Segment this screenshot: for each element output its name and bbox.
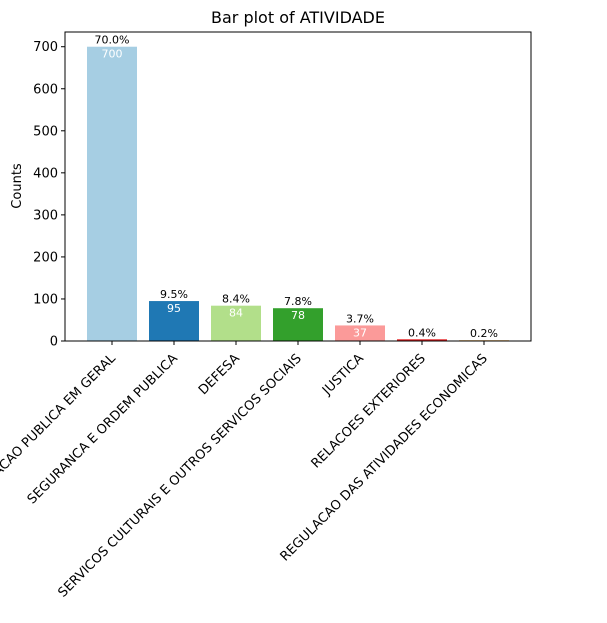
y-tick-label: 400 <box>33 166 58 181</box>
bars: 70.0%700 9.5%95 8.4%84 7.8%78 3.7%37 0.4% 0.2% <box>87 34 509 341</box>
y-tick-label: 600 <box>33 82 58 97</box>
percent-label: 3.7% <box>346 312 374 325</box>
value-label: 78 <box>291 309 305 322</box>
percent-label: 9.5% <box>160 288 188 301</box>
value-label: 84 <box>229 307 243 320</box>
percent-label: 0.2% <box>470 327 498 340</box>
bar <box>335 325 385 341</box>
x-axis: ADMINISTRACAO PUBLICA EM GERALSEGURANCA … <box>0 341 491 601</box>
y-tick-label: 300 <box>33 208 58 223</box>
y-axis: 0 100 200 300 400 500 600 700 <box>33 40 65 350</box>
x-tick-label: REGULACAO DAS ATIVIDADES ECONOMICAS <box>278 351 491 564</box>
x-tick-label: SERVICOS CULTURAIS E OUTROS SERVICOS SOC… <box>56 351 305 600</box>
y-tick-label: 700 <box>33 40 58 55</box>
bar <box>211 305 261 341</box>
plot-frame <box>64 31 532 342</box>
percent-label: 7.8% <box>284 295 312 308</box>
bar <box>273 308 323 341</box>
value-label: 95 <box>167 302 181 315</box>
y-tick-label: 500 <box>33 124 58 139</box>
value-label: 37 <box>353 326 367 339</box>
bar <box>87 46 137 341</box>
percent-label: 70.0% <box>95 34 130 47</box>
bar <box>397 339 447 341</box>
chart-title: Bar plot of ATIVIDADE <box>211 8 385 27</box>
y-axis-label: Counts <box>10 163 25 209</box>
bar <box>149 301 199 341</box>
percent-label: 8.4% <box>222 293 250 306</box>
y-tick-label: 200 <box>33 250 58 265</box>
percent-label: 0.4% <box>408 326 436 339</box>
x-tick-label: JUSTICA <box>319 351 367 399</box>
y-tick-label: 0 <box>50 335 58 350</box>
x-tick-label: RELACOES EXTERIORES <box>309 351 429 471</box>
x-tick-label: DEFESA <box>196 351 243 398</box>
value-label: 700 <box>102 48 123 61</box>
y-tick-label: 100 <box>33 292 58 307</box>
